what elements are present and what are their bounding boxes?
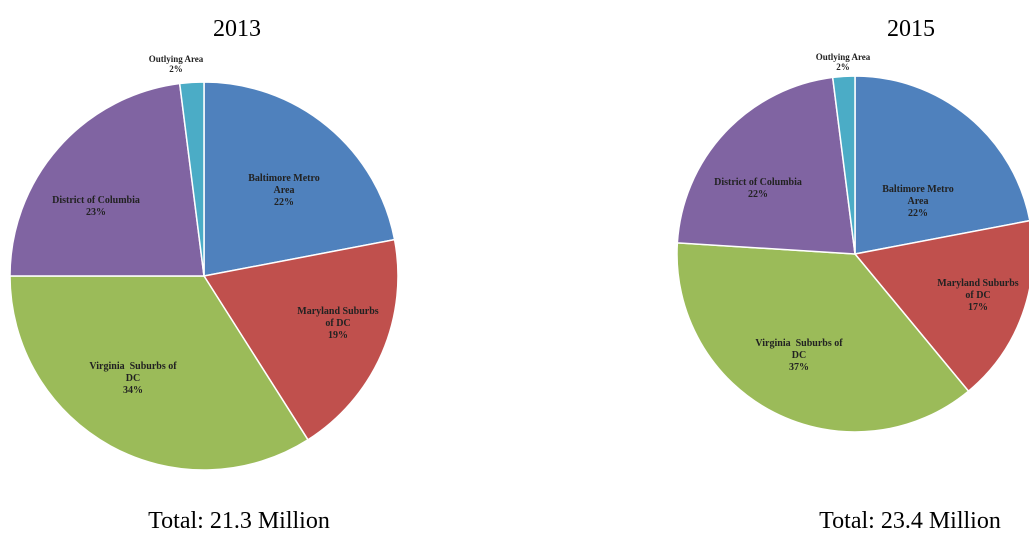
slice-label-line: 2% [836, 62, 850, 72]
slice-label-line: 22% [748, 189, 768, 200]
slice-label-line: 17% [968, 302, 988, 313]
slice-label-district-of-columbia: District of Columbia 23% [52, 195, 140, 218]
slice-label-line: District of Columbia [52, 195, 140, 206]
slice-label-baltimore-metro-area: Baltimore Metro Area 22% [882, 184, 954, 219]
slice-label-line: Maryland Suburbs [297, 306, 379, 317]
slice-label-line: 2% [169, 64, 183, 74]
pie-slices [676, 75, 1029, 433]
slice-virginia-suburbs-of-dc [9, 275, 309, 471]
pie-chart-2015: 2015 Baltimore Metro Area 22%Maryland Subu… [676, 16, 1029, 534]
slice-outlying-area [831, 75, 856, 255]
slice-label-baltimore-metro-area: Baltimore Metro Area 22% [248, 173, 320, 208]
slice-maryland-suburbs-of-dc [202, 238, 399, 441]
slice-label-line: 22% [908, 208, 928, 219]
slice-label-line: 34% [123, 385, 143, 396]
slice-label-line: 37% [789, 362, 809, 373]
slice-label-line: District of Columbia [714, 177, 802, 188]
slice-virginia-suburbs-of-dc [676, 242, 970, 433]
chart-total: Total: 23.4 Million [819, 508, 1001, 534]
slice-label-line: Outlying Area [149, 54, 204, 64]
slice-district-of-columbia [9, 82, 205, 277]
slice-label-line: of DC [325, 318, 350, 329]
slice-label-line: Outlying Area [816, 52, 871, 62]
slice-label-line: 19% [328, 330, 348, 341]
chart-total: Total: 21.3 Million [148, 508, 330, 534]
slice-label-virginia-suburbs-of-dc: Virginia Suburbs of DC 34% [89, 361, 177, 396]
slice-label-outlying-area: Outlying Area 2% [816, 52, 871, 72]
slice-label-virginia-suburbs-of-dc: Virginia Suburbs of DC 37% [755, 338, 843, 373]
slice-label-line: 23% [86, 207, 106, 218]
chart-title: 2013 [213, 16, 261, 42]
slice-label-line: Baltimore Metro [882, 184, 954, 195]
chart-title: 2015 [887, 16, 935, 42]
slice-label-line: 22% [274, 197, 294, 208]
slice-label-line: Area [908, 196, 929, 207]
pie-slices [9, 81, 399, 471]
slice-labels: Baltimore Metro Area 22% Maryland Suburbs of… [52, 54, 379, 396]
slice-label-maryland-suburbs-of-dc: Maryland Suburbs of DC 17% [937, 278, 1019, 313]
slice-outlying-area [178, 81, 205, 277]
slice-district-of-columbia [676, 76, 856, 255]
slice-label-line: Virginia Suburbs of [89, 361, 177, 372]
slice-label-line: of DC [965, 290, 990, 301]
slice-baltimore-metro-area [203, 81, 396, 277]
slice-label-line: Virginia Suburbs of [755, 338, 843, 349]
slice-label-line: DC [126, 373, 140, 384]
slice-labels: Baltimore Metro Area 22%Maryland Suburbs of… [714, 52, 1019, 373]
slice-maryland-suburbs-of-dc [853, 220, 1029, 393]
slice-label-maryland-suburbs-of-dc: Maryland Suburbs of DC 19% [297, 306, 379, 341]
slice-label-line: Maryland Suburbs [937, 278, 1019, 289]
slice-label-district-of-columbia: District of Columbia 22% [714, 177, 802, 200]
slice-label-line: Baltimore Metro [248, 173, 320, 184]
slice-label-outlying-area: Outlying Area 2% [149, 54, 204, 74]
slice-baltimore-metro-area [854, 75, 1029, 255]
slice-label-line: DC [792, 350, 806, 361]
slice-label-line: Area [274, 185, 295, 196]
pie-chart-2013: 2013 Baltimore Metro Area 22% Maryland Subu… [9, 16, 399, 534]
